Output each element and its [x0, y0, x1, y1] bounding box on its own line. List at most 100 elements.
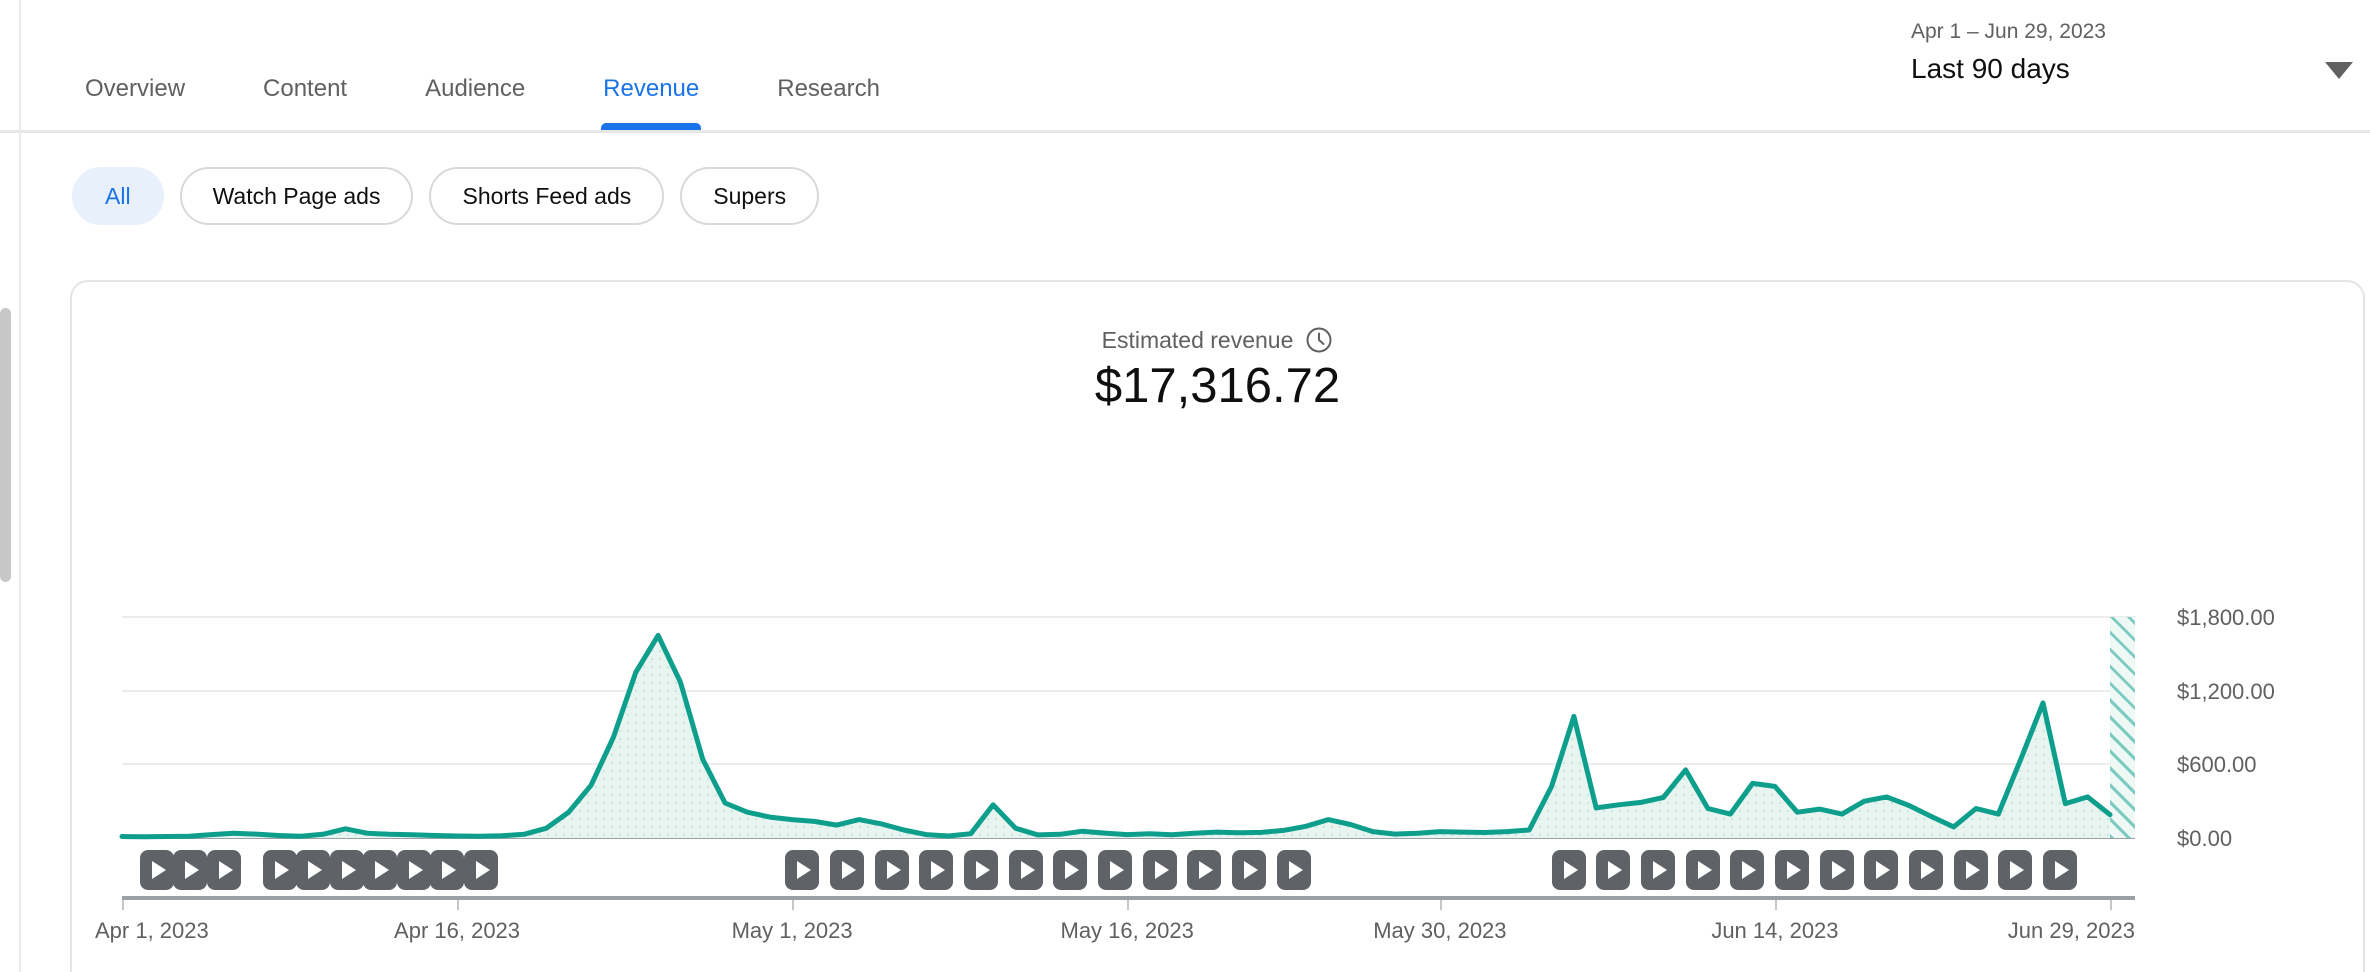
header-divider [0, 130, 2370, 133]
tab-content[interactable]: Content [263, 75, 347, 107]
analytics-tabs: Overview Content Audience Revenue Research [85, 75, 880, 133]
play-icon [341, 861, 356, 879]
play-icon [1110, 861, 1125, 879]
video-publish-marker[interactable] [1819, 850, 1854, 890]
video-publish-marker[interactable] [785, 850, 820, 890]
video-publish-marker[interactable] [830, 850, 865, 890]
play-icon [1965, 861, 1980, 879]
partial-data-hatch-band [2110, 617, 2135, 838]
video-publish-marker[interactable] [919, 850, 954, 890]
tab-revenue[interactable]: Revenue [601, 75, 702, 133]
video-publish-marker[interactable] [1053, 850, 1088, 890]
video-publish-marker[interactable] [1142, 850, 1177, 890]
play-icon [1608, 861, 1623, 879]
play-icon [2010, 861, 2025, 879]
video-publish-marker[interactable] [1685, 850, 1720, 890]
x-axis-label: Jun 14, 2023 [1711, 918, 1839, 943]
filter-chip-watch-page-ads[interactable]: Watch Page ads [179, 167, 414, 225]
video-publish-marker[interactable] [396, 850, 431, 890]
video-publish-marker[interactable] [1908, 850, 1943, 890]
filter-chip-shorts-feed-ads[interactable]: Shorts Feed ads [429, 167, 665, 225]
video-publish-marker[interactable] [2042, 850, 2077, 890]
revenue-area-dots [122, 635, 2110, 838]
x-axis-tick [1127, 900, 1130, 910]
tab-label: Revenue [603, 75, 700, 102]
y-axis-label: $1,200.00 [2177, 678, 2275, 704]
video-publish-marker[interactable] [1774, 850, 1809, 890]
video-publish-marker[interactable] [874, 850, 909, 890]
video-publish-marker[interactable] [430, 850, 465, 890]
play-icon [442, 861, 457, 879]
video-publish-marker[interactable] [329, 850, 364, 890]
video-publish-marker[interactable] [463, 850, 498, 890]
x-axis-label: Apr 16, 2023 [394, 918, 521, 943]
y-axis-label: $600.00 [2177, 752, 2257, 778]
play-icon [151, 861, 166, 879]
video-publish-marker[interactable] [1730, 850, 1765, 890]
revenue-line-svg [119, 632, 2113, 840]
metric-value: $17,316.72 [1094, 359, 1341, 413]
date-range-text: Apr 1 – Jun 29, 2023 [1911, 20, 2106, 43]
video-publish-marker[interactable] [173, 850, 208, 890]
video-publish-marker[interactable] [1098, 850, 1133, 890]
play-icon [308, 861, 323, 879]
play-icon [408, 861, 423, 879]
y-axis-label: $0.00 [2177, 826, 2233, 851]
x-axis-label: May 1, 2023 [731, 918, 853, 943]
x-axis-tick [1774, 900, 1777, 910]
filter-chip-supers[interactable]: Supers [680, 167, 820, 225]
play-icon [2054, 861, 2069, 879]
video-publish-marker[interactable] [1551, 850, 1586, 890]
video-publish-marker[interactable] [1232, 850, 1267, 890]
revenue-area-chart[interactable] [119, 616, 2135, 840]
play-icon [886, 861, 901, 879]
x-axis-label: Jun 29, 2023 [2007, 918, 2135, 943]
video-publish-marker[interactable] [206, 850, 241, 890]
video-publish-marker[interactable] [964, 850, 999, 890]
x-axis-line [122, 896, 2135, 900]
date-range-selector[interactable]: Apr 1 – Jun 29, 2023 Last 90 days [1911, 20, 2365, 112]
video-publish-marker[interactable] [1864, 850, 1899, 890]
tab-label: Audience [425, 75, 526, 102]
video-publish-marker[interactable] [262, 850, 297, 890]
video-publish-marker[interactable] [1640, 850, 1675, 890]
x-axis-label: May 16, 2023 [1060, 918, 1194, 943]
gridline-600 [122, 763, 2135, 766]
video-publish-marker[interactable] [139, 850, 174, 890]
tab-audience[interactable]: Audience [425, 75, 525, 107]
play-icon [1154, 861, 1169, 879]
x-axis-label: Apr 1, 2023 [95, 918, 209, 943]
tab-label: Overview [85, 75, 186, 102]
gridline-1800 [122, 616, 2135, 618]
clock-icon[interactable] [1305, 326, 1333, 354]
video-publish-marker[interactable] [1276, 850, 1311, 890]
video-publish-marker[interactable] [1998, 850, 2033, 890]
x-axis-tick [2110, 900, 2112, 910]
play-icon [976, 861, 991, 879]
x-axis-tick [457, 900, 460, 910]
video-publish-marker[interactable] [1953, 850, 1988, 890]
page-scrollbar-thumb[interactable] [0, 308, 11, 582]
tab-overview[interactable]: Overview [85, 75, 185, 107]
video-publish-marker[interactable] [296, 850, 331, 890]
play-icon [842, 861, 857, 879]
play-icon [1563, 861, 1578, 879]
video-publish-marker[interactable] [1008, 850, 1043, 890]
video-publish-marker[interactable] [363, 850, 398, 890]
x-axis-tick [1439, 900, 1442, 910]
video-publish-marker[interactable] [1187, 850, 1222, 890]
x-axis-label: May 30, 2023 [1373, 918, 1507, 943]
metric-title: Estimated revenue [1101, 326, 1294, 353]
play-icon [218, 861, 233, 879]
metric-header: Estimated revenue [72, 326, 2363, 354]
y-axis-label: $1,800.00 [2177, 605, 2275, 630]
tab-research[interactable]: Research [777, 75, 880, 107]
filter-chip-all[interactable]: All [72, 167, 164, 225]
video-publish-marker[interactable] [1596, 850, 1631, 890]
play-icon [1742, 861, 1757, 879]
play-icon [475, 861, 490, 879]
play-icon [185, 861, 200, 879]
play-icon [1786, 861, 1801, 879]
tab-label: Research [777, 75, 880, 102]
